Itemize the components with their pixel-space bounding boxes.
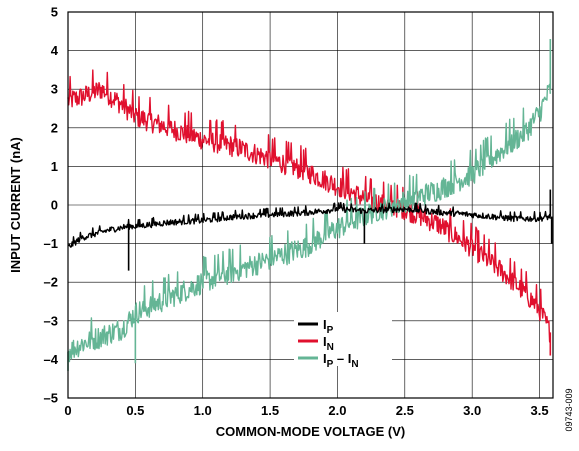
y-axis-label: INPUT CURRENT (nA) [8,137,23,273]
x-tick-label: 2.0 [328,403,346,418]
y-tick-label: 1 [51,159,58,174]
y-tick-label: –5 [44,391,58,406]
series-line-ipin [67,83,551,363]
y-tick-label: –2 [44,275,58,290]
x-tick-label: 1.5 [261,403,279,418]
y-tick-label: 3 [51,82,58,97]
y-tick-label: –3 [44,313,58,328]
x-tick-label: 1.0 [194,403,212,418]
x-axis-label: COMMON-MODE VOLTAGE (V) [216,424,405,439]
x-tick-label: 3.5 [530,403,548,418]
series-layer [67,39,553,371]
series-line-in [67,69,551,344]
y-tick-label: 2 [51,120,58,135]
x-tick-label: 0.5 [126,403,144,418]
x-tick-label: 3.0 [463,403,481,418]
figure-code: 09743-009 [564,388,574,431]
tick-labels: 0 0.5 1.0 1.5 2.0 2.5 3.0 3.5 5 4 3 2 1 0 –1 –2 –3 –4 –5 [44,5,549,419]
legend-label: IN [323,334,334,353]
y-tick-label: –4 [44,352,59,367]
legend-label: IP – IN [323,351,359,370]
legend-label: IP [323,317,334,336]
y-tick-label: 4 [51,43,59,58]
x-tick-label: 0 [64,403,71,418]
y-tick-label: 5 [51,5,58,20]
series-line-ip [67,201,551,248]
x-tick-label: 2.5 [396,403,414,418]
y-tick-label: 0 [51,198,58,213]
y-tick-label: –1 [44,236,58,251]
plot-frame [67,11,554,399]
